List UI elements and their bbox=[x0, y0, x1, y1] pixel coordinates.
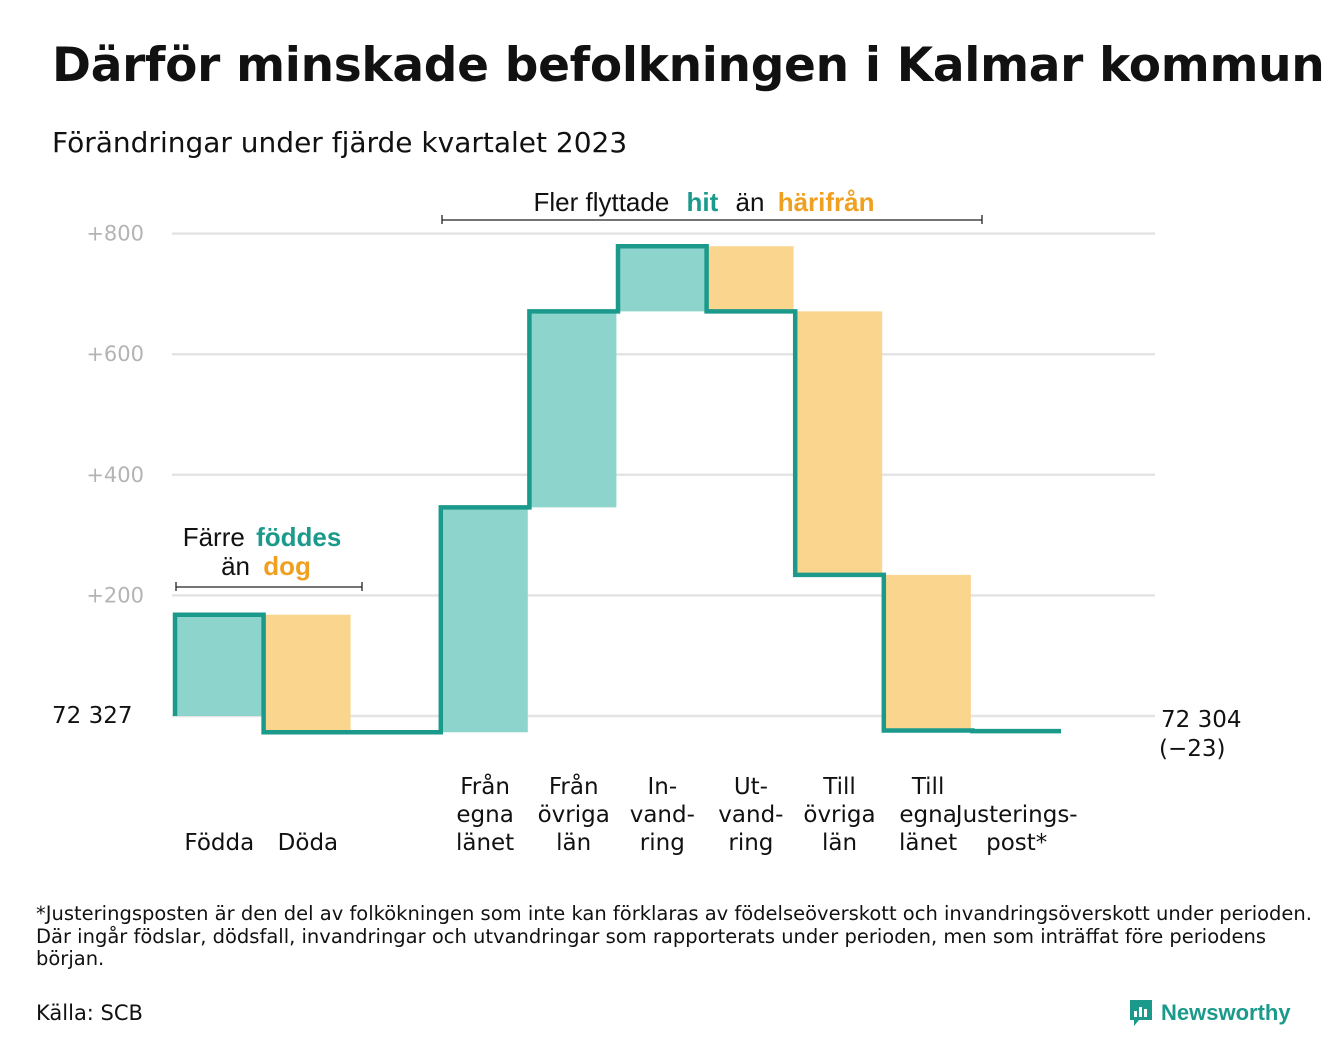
category-label: Från bbox=[549, 772, 599, 800]
category-label: övriga bbox=[538, 802, 610, 828]
category-label: ring bbox=[728, 830, 773, 856]
svg-text:Färre föddes: Färre föddes bbox=[183, 522, 342, 552]
end-change-label: (−23) bbox=[1159, 736, 1225, 762]
category-label: post* bbox=[986, 830, 1047, 856]
annotation-migration-harifran: härifrån bbox=[778, 187, 875, 217]
cumulative-step-line bbox=[172, 244, 1061, 735]
chart-subtitle: Förändringar under fjärde kvartalet 2023 bbox=[52, 126, 628, 159]
category-label: Till bbox=[822, 774, 856, 800]
annotation-births-pre: Färre bbox=[183, 522, 245, 552]
annotation-deaths-em: dog bbox=[263, 551, 311, 581]
births-deaths-annotation: Färre föddes än dog bbox=[175, 522, 363, 591]
waterfall-bar bbox=[796, 311, 883, 575]
annotation-deaths-pre: än bbox=[221, 551, 250, 581]
category-label: övriga bbox=[803, 802, 875, 828]
svg-text:Fler flyttade hit: Fler flyttade hit än härifrån bbox=[533, 187, 874, 217]
births-bracket bbox=[175, 582, 363, 591]
svg-text:än dog: än dog bbox=[221, 551, 311, 581]
category-label: Döda bbox=[278, 830, 338, 856]
y-tick-label: +600 bbox=[86, 342, 144, 366]
category-label: vand- bbox=[630, 802, 695, 828]
category-label: In- bbox=[647, 774, 677, 800]
footnote: *Justeringsposten är den del av folkökni… bbox=[36, 902, 1312, 970]
waterfall-bar bbox=[619, 246, 705, 312]
annotation-migration-mid: än bbox=[736, 187, 765, 217]
category-label: Ut- bbox=[734, 774, 768, 800]
waterfall-bar bbox=[884, 574, 971, 731]
waterfall-bar bbox=[264, 614, 351, 733]
annotation-births-em: föddes bbox=[256, 522, 341, 552]
category-label: Justerings- bbox=[954, 802, 1078, 828]
category-label: ring bbox=[640, 830, 685, 856]
waterfall-bar bbox=[707, 246, 794, 312]
bars bbox=[176, 246, 971, 733]
y-tick-label: +800 bbox=[86, 222, 144, 246]
waterfall-bar bbox=[530, 311, 617, 508]
y-tick-label: +200 bbox=[86, 583, 144, 607]
migration-bracket bbox=[441, 215, 983, 224]
chart-title: Därför minskade befolkningen i Kalmar ko… bbox=[52, 38, 1325, 93]
start-value-label: 72 327 bbox=[52, 703, 132, 729]
newsworthy-logo-icon bbox=[1130, 1000, 1152, 1026]
waterfall-bar bbox=[176, 614, 262, 716]
category-label: egna bbox=[456, 802, 513, 828]
waterfall-bar bbox=[441, 507, 528, 733]
category-label: län bbox=[556, 830, 591, 856]
category-label: Till bbox=[911, 774, 945, 800]
brand-logo: Newsworthy bbox=[1128, 997, 1291, 1029]
source: Källa: SCB bbox=[36, 1001, 143, 1025]
annotation-migration-pre: Fler flyttade bbox=[533, 187, 669, 217]
y-tick-label: +400 bbox=[86, 463, 144, 487]
category-label: egna bbox=[899, 802, 956, 828]
annotation-migration-hit: hit bbox=[687, 187, 719, 217]
category-label: Födda bbox=[184, 830, 254, 856]
category-label: länet bbox=[456, 830, 514, 856]
end-value-label: 72 304 bbox=[1161, 707, 1241, 733]
category-label: län bbox=[822, 830, 857, 856]
category-label: vand- bbox=[718, 802, 783, 828]
category-label: Från bbox=[460, 772, 510, 800]
cumulative-line bbox=[172, 244, 1061, 735]
category-label: länet bbox=[899, 830, 957, 856]
migration-annotation: Fler flyttade hit än härifrån bbox=[441, 187, 983, 224]
brand-name: Newsworthy bbox=[1161, 1000, 1291, 1025]
